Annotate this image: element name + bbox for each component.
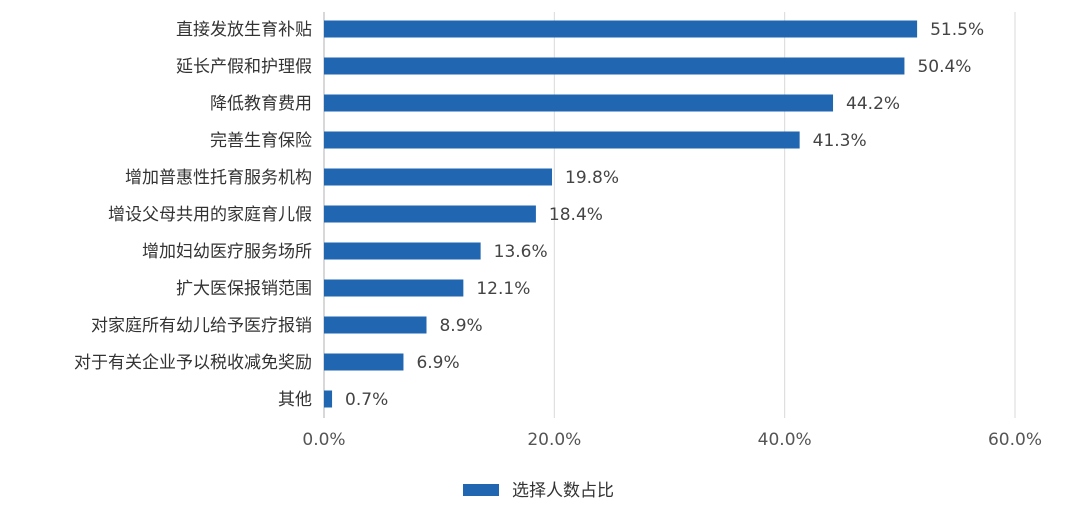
legend-label: 选择人数占比 xyxy=(512,481,614,501)
x-tick-label: 0.0% xyxy=(302,430,345,450)
bars xyxy=(324,20,918,408)
category-label: 对家庭所有幼儿给予医疗报销 xyxy=(91,316,312,336)
value-label: 41.3% xyxy=(813,131,867,151)
x-axis-ticks: 0.0% 20.0% 40.0% 60.0% xyxy=(302,430,1042,450)
category-label: 降低教育费用 xyxy=(210,94,312,114)
category-label: 延长产假和护理假 xyxy=(176,57,312,77)
value-labels: 51.5% 50.4% 44.2% 41.3% 19.8% 18.4%13.6% 12.1%… xyxy=(345,20,984,410)
bar xyxy=(324,316,427,334)
bar xyxy=(324,353,404,371)
legend: 选择人数占比 xyxy=(463,481,614,501)
bar xyxy=(324,131,800,149)
value-label: 12.1% xyxy=(476,279,530,299)
bar xyxy=(324,242,481,260)
category-label: 增加普惠性托育服务机构 xyxy=(125,168,312,188)
category-label: 增设父母共用的家庭育儿假 xyxy=(108,205,312,225)
category-label: 直接发放生育补贴 xyxy=(176,20,312,40)
legend-swatch xyxy=(463,484,499,496)
bar xyxy=(324,205,536,223)
bar xyxy=(324,390,333,408)
bar xyxy=(324,168,553,186)
category-label: 扩大医保报销范围 xyxy=(176,279,312,299)
bar xyxy=(324,20,918,38)
value-label: 13.6% xyxy=(494,242,548,262)
category-label: 对于有关企业予以税收减免奖励 xyxy=(74,353,312,373)
value-label: 8.9% xyxy=(439,316,482,336)
bar xyxy=(324,57,905,75)
value-label: 50.4% xyxy=(917,57,971,77)
category-labels: 直接发放生育补贴延长产假和护理假降低教育费用完善生育保险增加普惠性托育服务机构增… xyxy=(74,20,312,410)
bar xyxy=(324,94,834,112)
value-label: 19.8% xyxy=(565,168,619,188)
category-label: 完善生育保险 xyxy=(210,131,312,151)
x-tick-label: 40.0% xyxy=(758,430,812,450)
category-label: 增加妇幼医疗服务场所 xyxy=(142,242,312,262)
value-label: 51.5% xyxy=(930,20,984,40)
bar xyxy=(324,279,464,297)
x-tick-label: 60.0% xyxy=(988,430,1042,450)
value-label: 0.7% xyxy=(345,390,388,410)
value-label: 18.4% xyxy=(549,205,603,225)
x-tick-label: 20.0% xyxy=(527,430,581,450)
value-label: 44.2% xyxy=(846,94,900,114)
category-label: 其他 xyxy=(278,390,312,410)
value-label: 6.9% xyxy=(416,353,459,373)
